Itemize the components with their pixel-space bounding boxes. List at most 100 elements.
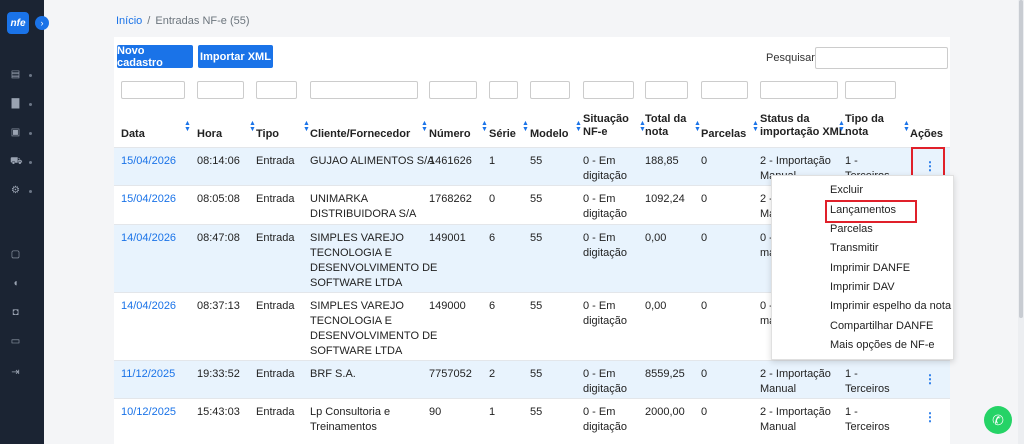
sort-icon[interactable]: ▲ ▼ [481, 120, 488, 133]
menu-item-compartilhar-danfe[interactable]: Compartilhar DANFE [830, 320, 934, 332]
column-header[interactable]: Data [121, 128, 145, 141]
kebab-menu-icon[interactable]: ⋮ [924, 410, 936, 424]
table-cell-total: 8559,25 [645, 368, 685, 380]
table-cell-status: 2 - Importação Manual [760, 405, 831, 435]
kebab-menu-icon[interactable]: ⋮ [924, 372, 936, 386]
table-cell-situacao: 0 - Em digitação [583, 192, 627, 222]
menu-item-parcelas[interactable]: Parcelas [830, 223, 873, 235]
column-filter-input[interactable] [121, 81, 185, 99]
scrollbar[interactable] [1018, 0, 1024, 444]
menu-item-lançamentos[interactable]: Lançamentos [830, 204, 897, 216]
column-header-label: Situação [583, 113, 629, 125]
column-header[interactable]: Status da importação XML [760, 113, 846, 139]
table-cell-numero: 149001 [429, 232, 466, 244]
table-cell-data[interactable]: 14/04/2026 [121, 232, 177, 244]
sort-icon[interactable]: ▲ ▼ [249, 120, 256, 133]
chevron-right-icon[interactable]: › [35, 16, 49, 30]
column-header[interactable]: Modelo [530, 128, 569, 141]
column-header[interactable]: Total da nota [645, 113, 686, 139]
sort-icon[interactable]: ▲ ▼ [184, 120, 191, 133]
breadcrumb-home[interactable]: Início [116, 15, 143, 27]
column-filter-input[interactable] [845, 81, 896, 99]
column-filter-input[interactable] [760, 81, 838, 99]
sidebar-item[interactable]: ▭ [10, 334, 36, 350]
sidebar-item[interactable]: ▤ [10, 67, 36, 83]
table-cell-situacao: 0 - Em digitação [583, 231, 627, 261]
table-cell-line: DESENVOLVIMENTO DE [310, 262, 438, 274]
table-cell-line: Terceiros [845, 383, 890, 395]
table-cell-numero: 1768262 [429, 193, 472, 205]
sort-icon[interactable]: ▲ ▼ [522, 120, 529, 133]
sidebar-item[interactable]: ⛟ [10, 154, 36, 170]
menu-item-transmitir[interactable]: Transmitir [830, 242, 879, 254]
column-filter-input[interactable] [701, 81, 748, 99]
column-header-label: Total da [645, 113, 687, 125]
sort-icon[interactable]: ▲ ▼ [752, 120, 759, 133]
table-cell-line: 1 - [845, 368, 858, 380]
sort-icon[interactable]: ▲ ▼ [639, 120, 646, 133]
sort-icon[interactable]: ▲ ▼ [694, 120, 701, 133]
column-filter-input[interactable] [489, 81, 518, 99]
column-header[interactable]: Hora [197, 128, 222, 141]
table-cell-data[interactable]: 10/12/2025 [121, 406, 177, 418]
sort-icon[interactable]: ▲ ▼ [838, 120, 845, 133]
whatsapp-icon[interactable]: ✆ [984, 406, 1012, 434]
search-label: Pesquisar [766, 52, 815, 64]
column-header[interactable]: Número [429, 128, 471, 141]
sidebar-item[interactable]: ▇ [10, 96, 36, 112]
column-filter-input[interactable] [583, 81, 634, 99]
scrollbar-thumb[interactable] [1019, 0, 1023, 318]
import-xml-button[interactable]: Importar XML [198, 45, 273, 68]
column-header[interactable]: Situação NF-e [583, 113, 629, 139]
table-cell-modelo: 55 [530, 193, 543, 205]
new-record-button[interactable]: Novo cadastro [117, 45, 193, 69]
table-cell-data[interactable]: 15/04/2026 [121, 155, 177, 167]
table-cell-line: 0 - Em [583, 232, 616, 244]
menu-item-excluir[interactable]: Excluir [830, 184, 864, 196]
menu-item-mais-opções-de-nf-e[interactable]: Mais opções de NF-e [830, 339, 935, 351]
table-row[interactable]: 11/12/2025 19:33:52 Entrada BRF S.A. 7757052… [114, 360, 950, 398]
table-cell-data[interactable]: 14/04/2026 [121, 300, 177, 312]
table-cell-situacao: 0 - Em digitação [583, 405, 627, 435]
sort-icon[interactable]: ▲ ▼ [575, 120, 582, 133]
sidebar-item[interactable]: ⚙ [10, 183, 36, 199]
table-cell-data[interactable]: 15/04/2026 [121, 193, 177, 205]
sidebar-item[interactable]: ◘ [10, 305, 36, 321]
column-header[interactable]: Série [489, 128, 516, 141]
column-header-label: Data [121, 128, 145, 140]
submenu-dot [29, 189, 32, 193]
kebab-menu-icon[interactable]: ⋮ [924, 159, 936, 173]
column-header[interactable]: Parcelas [701, 128, 746, 141]
table-row[interactable]: 10/12/2025 15:43:03 Entrada Lp Consultoria … [114, 398, 950, 438]
menu-item-imprimir-danfe[interactable]: Imprimir DANFE [830, 262, 911, 274]
menu-item-imprimir-espelho-da-nota[interactable]: Imprimir espelho da nota [830, 300, 952, 312]
sidebar-item[interactable]: ◖ [10, 276, 36, 292]
table-cell-line: 2 - Importação [760, 155, 831, 167]
sidebar-item[interactable]: ▣ [10, 125, 36, 141]
table-row[interactable]: 15/04/2026 08:05:08 Entrada UNIMARKA DISTRIB… [114, 185, 950, 224]
column-filter-input[interactable] [256, 81, 297, 99]
sidebar-item[interactable]: ▢ [10, 247, 36, 263]
column-header[interactable]: Tipo [256, 128, 279, 141]
menu-item-imprimir-dav[interactable]: Imprimir DAV [830, 281, 895, 293]
nfe-logo[interactable]: nfe [7, 12, 29, 34]
column-header-label: Tipo da [845, 113, 884, 125]
column-header-label: NF-e [583, 126, 608, 138]
column-filter-input[interactable] [197, 81, 244, 99]
table-cell-total: 0,00 [645, 232, 667, 244]
column-header[interactable]: Cliente/Fornecedor [310, 128, 410, 141]
column-header[interactable]: Tipo da nota [845, 113, 884, 139]
column-filter-input[interactable] [310, 81, 418, 99]
column-filter-input[interactable] [429, 81, 477, 99]
sort-icon[interactable]: ▲ ▼ [903, 120, 910, 133]
sort-icon[interactable]: ▲ ▼ [303, 120, 310, 133]
table-cell-serie: 0 [489, 193, 496, 205]
table-cell-line: TECNOLOGIA E [310, 315, 392, 327]
table-cell-data[interactable]: 11/12/2025 [121, 368, 176, 380]
column-header-label: Cliente/Fornecedor [310, 128, 411, 140]
column-filter-input[interactable] [645, 81, 688, 99]
column-filter-input[interactable] [530, 81, 570, 99]
search-input[interactable] [815, 47, 948, 69]
sidebar-item[interactable]: ⇥ [10, 365, 36, 381]
sort-icon[interactable]: ▲ ▼ [421, 120, 428, 133]
